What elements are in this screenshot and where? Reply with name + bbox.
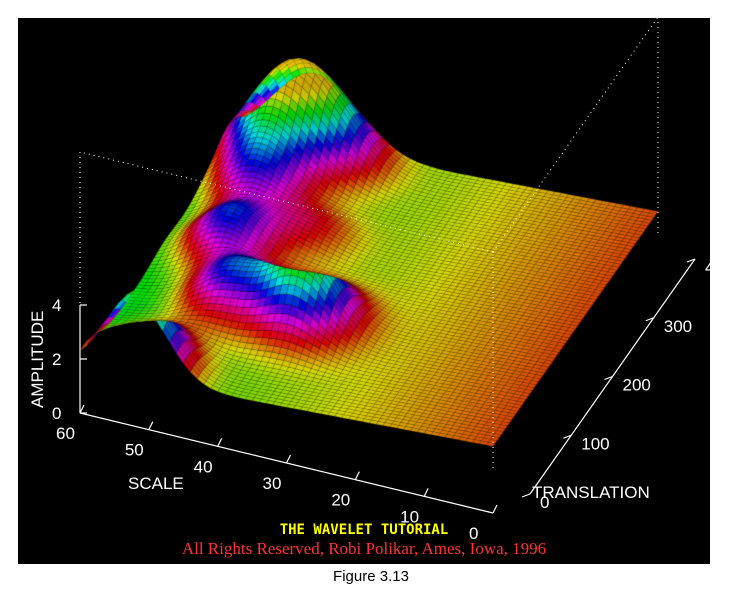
y-tick-label: 30 [263,474,282,493]
x-tick-label: 400 [705,258,710,277]
x-tick-mark [645,317,654,322]
y-tick-mark [354,471,360,480]
y-tick-label: 20 [331,491,350,510]
y-tick-mark [423,488,429,497]
y-tick-mark [217,438,223,447]
y-tick-mark [285,454,292,464]
y-tick-label: 60 [56,424,75,443]
grid-line [79,151,494,253]
y-tick-mark [492,504,498,514]
y-tick-label: 50 [125,441,144,460]
y-tick-label: 10 [400,507,419,526]
y-axis-label: SCALE [128,474,184,493]
z-tick-label: 4 [52,296,61,315]
x-tick-label: 200 [623,376,651,395]
surface-plot-canvas [18,18,710,564]
axis-lines [79,258,696,514]
x-tick-label: 300 [664,317,692,336]
copyright-notice: All Rights Reserved, Robi Polikar, Ames,… [181,539,547,558]
z-axis-label: AMPLITUDE [28,311,47,408]
plot-axes: 02401020304050600100200300400 AMPLITUDE … [28,18,710,543]
x-tick-mark [563,434,572,439]
grid-line [492,18,658,253]
tick-labels: 02401020304050600100200300400 [52,258,710,543]
grid-lines [79,18,659,468]
y-tick-label: 40 [194,457,213,476]
x-tick-mark [686,258,696,263]
x-tick-label: 0 [540,493,549,512]
x-axis-label: TRANSLATION [532,483,650,502]
y-tick-mark [79,404,85,414]
x-tick-mark [521,493,531,498]
surface-plot: 02401020304050600100200300400 AMPLITUDE … [18,18,710,564]
x-tick-label: 100 [581,434,609,453]
figure-caption: Figure 3.13 [333,568,409,585]
x-tick-mark [604,375,613,381]
y-tick-mark [148,421,154,430]
y-tick-label: 0 [469,524,478,543]
z-tick-label: 0 [52,404,61,423]
tutorial-title: THE WAVELET TUTORIAL [279,522,449,538]
z-tick-label: 2 [52,350,61,369]
